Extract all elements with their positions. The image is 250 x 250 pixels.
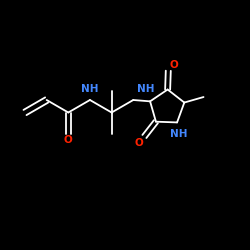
Text: NH: NH <box>170 130 187 140</box>
Text: O: O <box>134 138 143 148</box>
Text: O: O <box>64 135 73 145</box>
Text: O: O <box>170 60 178 70</box>
Text: NH: NH <box>81 84 99 94</box>
Text: NH: NH <box>137 84 154 94</box>
